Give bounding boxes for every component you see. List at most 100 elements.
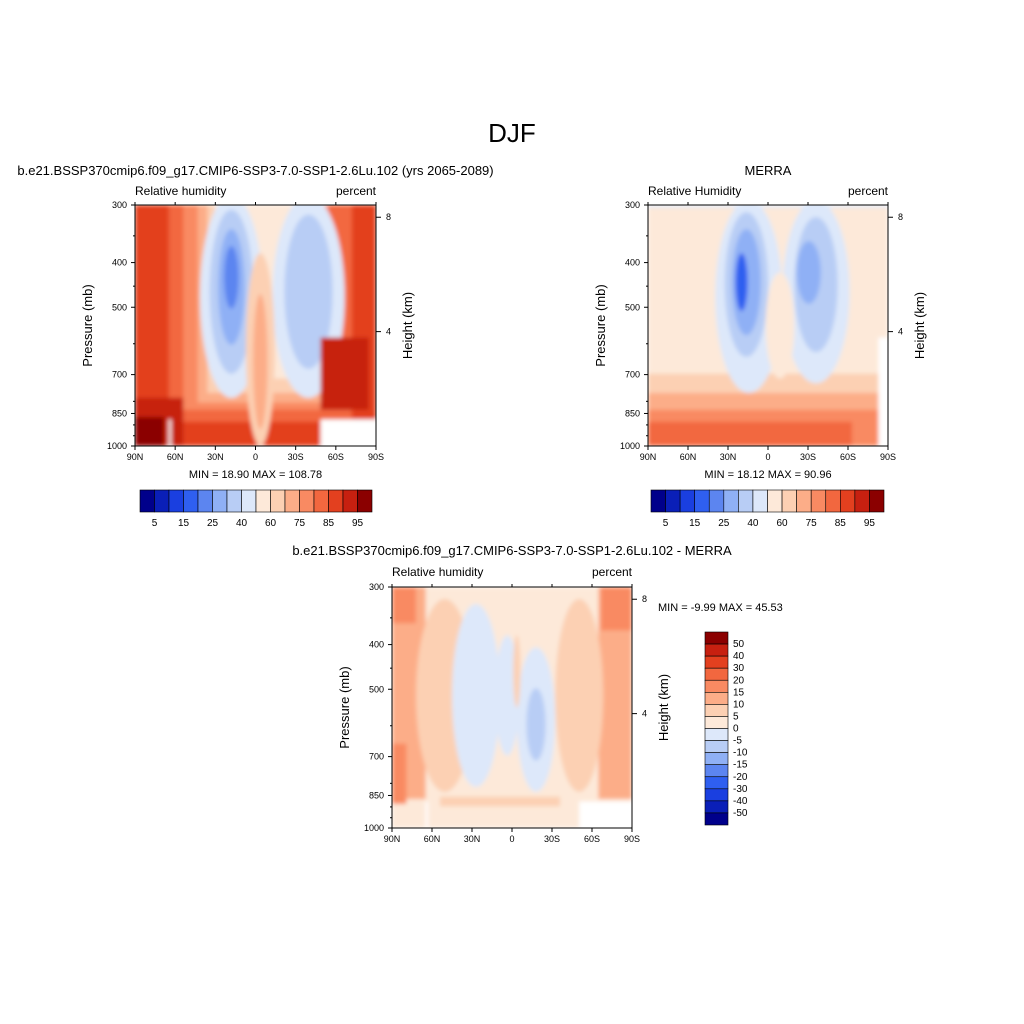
y-tick-label: 300 [112, 200, 127, 210]
colorbar-label: 25 [718, 518, 730, 529]
plot-field-shading [648, 205, 888, 446]
colorbar-label: -20 [733, 772, 748, 783]
y-tick-label: 700 [625, 370, 640, 380]
x-tick-label: 90N [640, 452, 657, 462]
left-label: Relative Humidity [648, 184, 741, 198]
y-tick-label: 850 [112, 408, 127, 418]
y-tick-label: 500 [369, 684, 384, 694]
colorbar-swatch [781, 489, 797, 513]
x-tick-label: 90S [624, 834, 640, 844]
colorbar-label: 15 [689, 518, 701, 529]
colorbar-swatch [704, 643, 729, 657]
field-mask [168, 419, 172, 446]
colorbar-swatch [168, 489, 184, 513]
plot-field [648, 205, 888, 446]
y-axis-label: Pressure (mb) [80, 284, 95, 366]
colorbar-label: 95 [864, 518, 876, 529]
colorbar-label: 30 [733, 663, 745, 674]
x-tick-label: 30N [720, 452, 737, 462]
x-tick-label: 30N [207, 452, 224, 462]
colorbar-label: 0 [733, 724, 739, 735]
colorbar-swatch [226, 489, 242, 513]
y-tick-label: 1000 [107, 441, 127, 451]
colorbar-swatch [139, 489, 155, 513]
colorbar-swatch [825, 489, 841, 513]
colorbar-label: 60 [777, 518, 789, 529]
y2-tick-label: 8 [898, 212, 903, 222]
colorbar-swatch [313, 489, 329, 513]
colorbar-swatch [342, 489, 358, 513]
left-label: Relative humidity [135, 184, 226, 198]
colorbar-label: 50 [733, 639, 745, 650]
colorbar-swatch [704, 752, 729, 765]
y-tick-label: 400 [625, 258, 640, 268]
colorbar-swatch [704, 679, 729, 693]
colorbar-swatch [796, 489, 812, 513]
colorbar-label: 20 [733, 675, 745, 686]
colorbar-swatch [704, 800, 729, 814]
colorbar-label: 15 [733, 687, 745, 698]
colorbar-swatch [650, 489, 666, 513]
colorbar-swatch [255, 489, 271, 513]
panel-title: b.e21.BSSP370cmip6.f09_g17.CMIP6-SSP3-7.… [292, 543, 732, 558]
y-tick-label: 500 [625, 302, 640, 312]
field-band [600, 587, 632, 631]
colorbar-swatch [197, 489, 213, 513]
x-tick-label: 90N [384, 834, 401, 844]
colorbar-swatch [328, 489, 344, 513]
field-mask [579, 801, 632, 828]
field-contour [224, 245, 239, 309]
field-contour [765, 272, 795, 379]
y-tick-label: 400 [112, 258, 127, 268]
y-tick-label: 1000 [620, 441, 640, 451]
field-band [648, 421, 852, 446]
right-label: percent [592, 565, 633, 579]
colorbar-label: 95 [352, 518, 364, 529]
colorbar-swatch [854, 489, 870, 513]
y-axis-label: Pressure (mb) [593, 284, 608, 366]
y-tick-label: 1000 [364, 823, 384, 833]
x-tick-label: 90S [368, 452, 384, 462]
colorbar-label: 25 [207, 518, 219, 529]
y-tick-label: 500 [112, 302, 127, 312]
field-contour [796, 241, 821, 304]
stats-text: MIN = 18.90 MAX = 108.78 [189, 469, 322, 481]
plot-field [392, 587, 632, 828]
x-tick-label: 30S [800, 452, 816, 462]
colorbar-label: -10 [733, 748, 748, 759]
y2-tick-label: 4 [898, 327, 903, 337]
y2-tick-label: 4 [386, 327, 391, 337]
colorbar-label: 5 [152, 518, 158, 529]
colorbar-swatch [284, 489, 300, 513]
x-tick-label: 30S [288, 452, 304, 462]
field-contour [526, 688, 546, 761]
y2-axis-label: Height (km) [912, 292, 927, 359]
left-label: Relative humidity [392, 565, 483, 579]
colorbar-label: 10 [733, 699, 745, 710]
figure-title: DJF [488, 118, 536, 148]
y2-axis-label: Height (km) [400, 292, 415, 359]
colorbar-label: 85 [323, 518, 335, 529]
field-contour [284, 214, 333, 369]
y-tick-label: 700 [112, 370, 127, 380]
colorbar-swatch [752, 489, 768, 513]
colorbar-swatch [694, 489, 710, 513]
colorbar-swatch [679, 489, 695, 513]
field-contour [495, 635, 520, 756]
colorbar-label: -5 [733, 736, 742, 747]
y2-tick-label: 4 [642, 709, 647, 719]
colorbar-swatch [840, 489, 856, 513]
y-tick-label: 400 [369, 640, 384, 650]
field-mask [878, 337, 888, 446]
colorbar-swatch [183, 489, 199, 513]
x-tick-label: 60N [424, 834, 441, 844]
colorbar-swatch [299, 489, 315, 513]
colorbar-swatch [708, 489, 725, 513]
panel-title: MERRA [745, 163, 792, 178]
x-tick-label: 90N [127, 452, 144, 462]
colorbar-swatch [704, 716, 729, 729]
colorbar-swatch [704, 655, 729, 669]
colorbar-swatch [767, 489, 783, 513]
colorbar-swatch [357, 489, 373, 513]
